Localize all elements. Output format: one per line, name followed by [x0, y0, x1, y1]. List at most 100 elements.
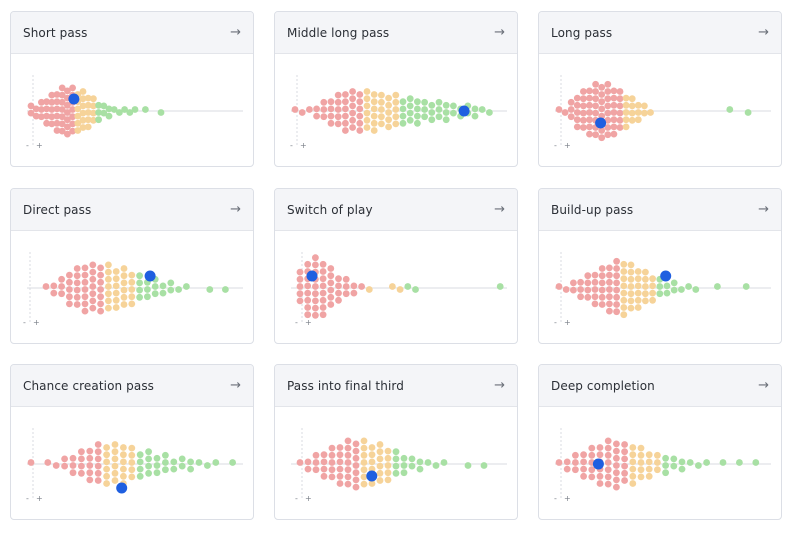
distribution-dot	[229, 459, 237, 466]
arrow-right-icon[interactable]: →	[494, 25, 505, 40]
distribution-dot	[356, 98, 364, 106]
distribution-dot	[313, 112, 320, 120]
distribution-dot	[112, 296, 120, 304]
distribution-dot	[378, 91, 385, 99]
distribution-dot	[97, 307, 104, 315]
distribution-dot	[335, 289, 342, 297]
distribution-dot	[89, 304, 97, 312]
distribution-dot	[97, 271, 104, 279]
card-header-pass-into-final-third[interactable]: Pass into final third →	[275, 365, 517, 407]
distribution-dot	[370, 112, 378, 120]
distribution-dot	[69, 120, 76, 128]
distribution-dot	[319, 296, 327, 304]
arrow-right-icon[interactable]: →	[494, 378, 505, 393]
arrow-right-icon[interactable]: →	[230, 202, 241, 217]
player-marker[interactable]	[458, 105, 470, 117]
distribution-dot	[342, 275, 350, 283]
distribution-dot	[335, 282, 342, 290]
card-header-switch-of-play[interactable]: Switch of play →	[275, 189, 517, 231]
distribution-dot	[580, 458, 587, 466]
arrow-right-icon[interactable]: →	[230, 378, 241, 393]
distribution-dot	[586, 94, 593, 102]
distribution-dot	[157, 109, 165, 116]
player-marker[interactable]	[68, 93, 80, 105]
distribution-dot	[162, 466, 169, 474]
player-marker[interactable]	[144, 270, 156, 282]
distribution-dot	[349, 88, 356, 95]
distribution-dot	[392, 120, 400, 128]
distribution-dot	[319, 268, 327, 275]
metric-card: Deep completion → - +	[538, 364, 782, 520]
player-marker[interactable]	[592, 458, 604, 470]
distribution-dot	[151, 290, 159, 298]
card-header-short-pass[interactable]: Short pass →	[11, 12, 253, 54]
distribution-dot	[606, 300, 613, 308]
distribution-dot	[53, 112, 61, 120]
player-marker[interactable]	[595, 117, 607, 129]
distribution-dot	[74, 127, 82, 134]
distribution-dot	[598, 98, 606, 106]
distribution-dot	[584, 279, 592, 287]
distribution-dot	[120, 272, 128, 280]
distribution-dot	[32, 112, 40, 120]
player-marker[interactable]	[660, 270, 672, 282]
distribution-dot	[573, 94, 581, 102]
distribution-dot	[370, 119, 378, 127]
distribution-dot	[604, 88, 612, 95]
distribution-dot	[131, 106, 139, 113]
distribution-dot	[685, 283, 692, 290]
distribution-dot	[73, 265, 81, 272]
distribution-dot	[408, 455, 416, 463]
distribution-dot	[111, 448, 119, 456]
player-marker[interactable]	[116, 482, 128, 494]
card-header-deep-completion[interactable]: Deep completion →	[539, 365, 781, 407]
distribution-dot	[613, 286, 620, 294]
distribution-dot	[304, 289, 312, 297]
card-header-long-pass[interactable]: Long pass →	[539, 12, 781, 54]
distribution-dot	[356, 127, 364, 134]
arrow-right-icon[interactable]: →	[494, 202, 505, 217]
distribution-dot	[344, 437, 352, 445]
distribution-dot	[69, 462, 77, 469]
card-header-build-up-pass[interactable]: Build-up pass →	[539, 189, 781, 231]
card-header-middle-long-pass[interactable]: Middle long pass →	[275, 12, 517, 54]
distribution-dot	[610, 116, 618, 124]
player-marker[interactable]	[306, 270, 318, 282]
arrow-right-icon[interactable]: →	[758, 25, 769, 40]
axis-plus-label: +	[564, 318, 571, 327]
axis-minus-label: -	[295, 318, 298, 327]
distribution-dot	[496, 283, 504, 290]
distribution-dot	[336, 444, 344, 451]
beeswarm-plot: - +	[539, 232, 781, 343]
card-header-chance-creation-pass[interactable]: Chance creation pass →	[11, 365, 253, 407]
arrow-right-icon[interactable]: →	[758, 378, 769, 393]
arrow-right-icon[interactable]: →	[758, 202, 769, 217]
distribution-dot	[334, 91, 342, 99]
distribution-dot	[320, 458, 328, 466]
player-marker[interactable]	[366, 470, 378, 482]
distribution-dot	[580, 102, 587, 110]
distribution-dot	[416, 458, 424, 466]
distribution-dot	[349, 102, 356, 110]
distribution-dot	[342, 127, 349, 134]
distribution-dot	[480, 462, 488, 469]
distribution-dot	[370, 91, 378, 98]
distribution-dot	[344, 444, 352, 452]
distribution-dot	[598, 286, 606, 294]
distribution-dot	[334, 106, 342, 113]
distribution-dot	[328, 451, 336, 459]
distribution-dot	[406, 109, 414, 117]
axis-plus-label: +	[300, 141, 307, 150]
distribution-dot	[637, 451, 645, 459]
distribution-dot	[296, 297, 304, 305]
distribution-dot	[584, 293, 592, 301]
distribution-dot	[555, 106, 563, 113]
distribution-dot	[111, 441, 119, 448]
card-header-direct-pass[interactable]: Direct pass →	[11, 189, 253, 231]
distribution-dot	[406, 95, 414, 103]
distribution-dot	[304, 458, 312, 466]
arrow-right-icon[interactable]: →	[230, 25, 241, 40]
distribution-dot	[327, 293, 335, 301]
distribution-dot	[384, 476, 392, 484]
distribution-dot	[604, 480, 612, 488]
